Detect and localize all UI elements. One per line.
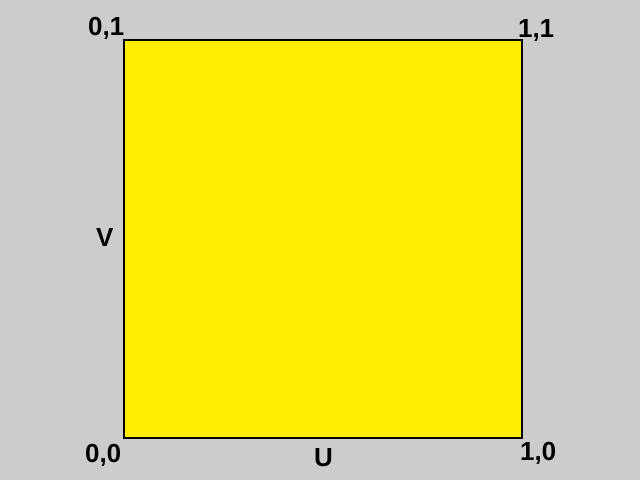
corner-label-bottom-left: 0,0 [85, 438, 122, 468]
axis-label-u: U [314, 442, 333, 472]
axis-label-v: V [96, 222, 114, 252]
corner-label-bottom-right: 1,0 [520, 436, 557, 466]
corner-label-top-right: 1,1 [518, 13, 555, 43]
corner-label-top-left: 0,1 [88, 11, 125, 41]
uv-square [123, 39, 523, 439]
